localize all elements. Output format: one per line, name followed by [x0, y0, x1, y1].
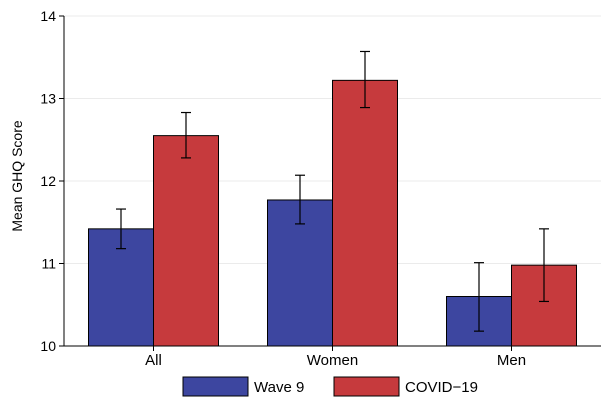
y-tick-label: 14: [40, 8, 56, 24]
x-tick-label: Women: [307, 352, 358, 369]
legend-label: Wave 9: [254, 379, 304, 396]
x-tick-label: Men: [497, 352, 526, 369]
bar-covid-19-women: [332, 79, 398, 347]
bars: [88, 79, 577, 347]
y-tick-label: 11: [41, 256, 56, 272]
axes: 10 11 12 13 14 All Women Men: [40, 8, 601, 369]
bar-covid-19-all: [153, 135, 219, 347]
legend-label: COVID−19: [405, 379, 478, 396]
y-tick-label: 13: [40, 91, 56, 107]
y-tick-label: 12: [40, 173, 56, 189]
error-bars: [116, 50, 549, 332]
legend-swatch: [333, 376, 400, 397]
y-axis-label: Mean GHQ Score: [9, 120, 25, 231]
legend-swatch: [182, 376, 249, 397]
legend: Wave 9 COVID−19: [182, 376, 478, 397]
x-tick-label: All: [145, 352, 162, 369]
y-tick-label: 10: [40, 338, 56, 354]
